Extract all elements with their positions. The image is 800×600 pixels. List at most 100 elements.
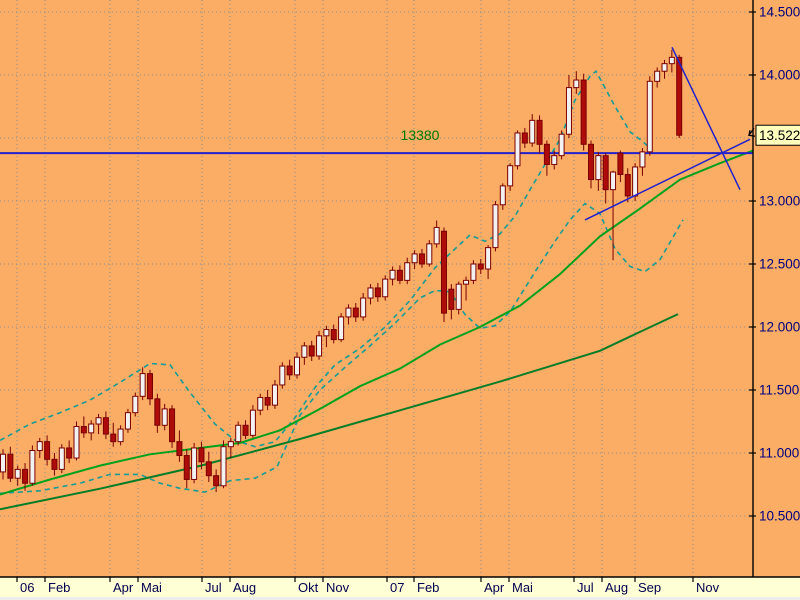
- candle-body: [367, 287, 374, 299]
- time-tick-label: Feb: [417, 580, 439, 595]
- candle-body: [514, 132, 521, 167]
- window-bottom-edge: [0, 597, 800, 600]
- candle-body: [418, 253, 425, 265]
- candle-body: [73, 426, 80, 459]
- time-axis-strip: [0, 577, 800, 597]
- time-tick-label: Apr: [113, 580, 134, 595]
- candle-body: [345, 307, 352, 318]
- price-tick-label: 11.500,: [759, 383, 800, 398]
- trendlines: [584, 46, 751, 221]
- last-price-box: [755, 124, 800, 146]
- candle-body: [95, 417, 102, 425]
- candle-body: [463, 279, 470, 285]
- candle-body: [624, 174, 631, 197]
- candle-body: [213, 475, 220, 487]
- candle-body: [360, 297, 367, 318]
- candle-body: [448, 288, 455, 310]
- candle-body: [411, 253, 418, 264]
- candle-body: [565, 87, 572, 135]
- candle-body: [330, 329, 337, 341]
- candle-body: [580, 79, 587, 145]
- candle-body: [22, 468, 29, 484]
- candle-body: [235, 424, 242, 443]
- candle-body: [264, 397, 271, 406]
- bollinger-bands: [0, 69, 684, 495]
- candle-body: [88, 423, 95, 434]
- candle-body: [286, 365, 293, 376]
- candle-body: [668, 56, 675, 65]
- time-tick-label: Mai: [512, 580, 533, 595]
- candle-body: [610, 171, 617, 191]
- candle-body: [80, 426, 87, 434]
- candle-body: [499, 185, 506, 206]
- time-tick-label: 07: [390, 580, 404, 595]
- down-trendline: [671, 46, 741, 191]
- candle-body: [29, 449, 36, 484]
- candle-body: [227, 441, 234, 448]
- candle-body: [294, 356, 300, 376]
- candle-body: [0, 453, 6, 473]
- candle-body: [455, 283, 462, 310]
- last-price-marker: 13.522,: [747, 124, 800, 146]
- candle-body: [279, 365, 286, 386]
- candle-body: [161, 408, 168, 426]
- candle-body: [543, 143, 550, 165]
- candle-body: [485, 247, 492, 270]
- candle-body: [191, 447, 198, 480]
- candle-body: [154, 398, 161, 426]
- time-tick-label: Okt: [298, 580, 319, 595]
- candle-body: [139, 373, 146, 397]
- candle-body: [132, 395, 139, 414]
- price-tick-label: 14.500,: [759, 5, 800, 20]
- candle-body: [183, 455, 190, 480]
- time-tick-label: Apr: [484, 580, 505, 595]
- candle-body: [147, 373, 153, 400]
- candle-body: [389, 269, 396, 280]
- time-tick-label: Sep: [638, 580, 661, 595]
- candle-body: [617, 152, 624, 176]
- candle-body: [169, 408, 176, 443]
- candle-body: [404, 262, 411, 281]
- price-tick-label: 13.000,: [759, 194, 800, 209]
- price-marker-arrow-icon: [747, 127, 756, 137]
- candle-body: [198, 447, 205, 463]
- time-tick-label: Jul: [205, 580, 222, 595]
- candle-body: [271, 384, 278, 406]
- candle-body: [242, 424, 249, 436]
- candle-body: [51, 458, 58, 470]
- candle-body: [433, 226, 440, 245]
- candle-body: [441, 230, 447, 314]
- candle-body: [558, 133, 565, 157]
- price-line-label: 13380: [401, 127, 440, 143]
- candle-body: [676, 56, 683, 136]
- candle-body: [573, 79, 580, 89]
- candle-body: [14, 468, 21, 479]
- time-tick-label: Nov: [696, 580, 720, 595]
- candle-body: [507, 165, 514, 187]
- candle-body: [661, 63, 668, 72]
- time-tick-label: Feb: [48, 580, 70, 595]
- fast-ma-line: [0, 149, 754, 496]
- candle-body: [44, 441, 51, 460]
- candle-body: [654, 70, 661, 82]
- candle-body: [102, 417, 109, 435]
- candle-body: [176, 441, 183, 457]
- candle-body: [382, 278, 389, 298]
- price-tick-label: 10.500,: [759, 509, 800, 524]
- candle-body: [477, 263, 484, 270]
- candle-body: [58, 447, 65, 470]
- candle-body: [639, 151, 646, 168]
- candle-body: [374, 287, 381, 298]
- candle-body: [426, 243, 433, 265]
- candle-body: [301, 345, 308, 358]
- candle-body: [323, 329, 330, 337]
- moving-averages: [0, 149, 754, 511]
- candle-body: [529, 119, 536, 144]
- time-tick-label: Aug: [233, 580, 256, 595]
- lower-band: [0, 202, 684, 495]
- candle-body: [602, 155, 609, 191]
- candle-body: [257, 397, 264, 411]
- candle-body: [117, 428, 124, 443]
- time-tick-label: 06: [20, 580, 34, 595]
- candle-body: [36, 441, 43, 451]
